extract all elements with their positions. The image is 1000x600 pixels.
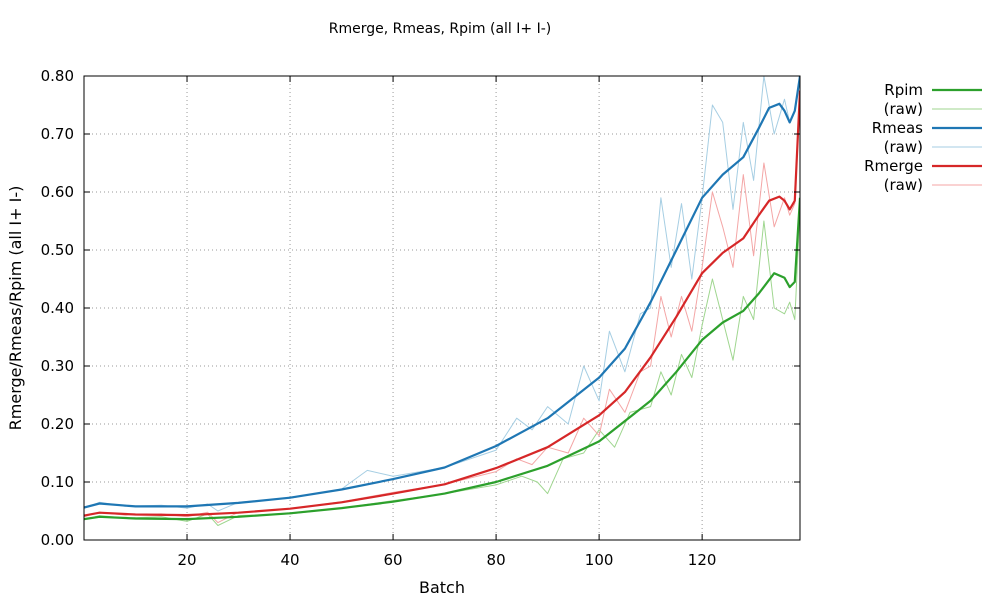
y-tick-label: 0.00 <box>41 531 74 549</box>
y-tick-label: 0.80 <box>41 67 74 85</box>
y-tick-label: 0.60 <box>41 183 74 201</box>
legend-label: (raw) <box>884 100 923 118</box>
legend-label: Rpim <box>884 81 923 99</box>
x-tick-label: 60 <box>384 551 403 569</box>
series-line-4 <box>84 90 800 517</box>
chart-title: Rmerge, Rmeas, Rpim (all I+ I-) <box>329 21 551 37</box>
x-tick-label: 40 <box>280 551 299 569</box>
series-line-0 <box>84 197 800 521</box>
series-raw-line-1 <box>84 209 800 526</box>
x-tick-label: 80 <box>487 551 506 569</box>
legend-label: (raw) <box>884 138 923 156</box>
series-raw-line-3 <box>84 76 800 512</box>
y-tick-label: 0.30 <box>41 357 74 375</box>
x-tick-label: 20 <box>177 551 196 569</box>
x-tick-label: 120 <box>688 551 717 569</box>
x-tick-label: 100 <box>585 551 614 569</box>
gridlines <box>84 76 800 540</box>
y-tick-label: 0.10 <box>41 473 74 491</box>
x-axis: 20 40 60 80 100 120 <box>177 76 716 569</box>
series-line-2 <box>84 76 800 509</box>
series-group <box>84 76 800 526</box>
y-tick-label: 0.70 <box>41 125 74 143</box>
legend: Rpim(raw)Rmeas(raw)Rmerge(raw) <box>864 81 982 194</box>
x-axis-label: Batch <box>419 578 465 597</box>
y-tick-label: 0.50 <box>41 241 74 259</box>
legend-label: Rmerge <box>864 157 923 175</box>
y-tick-label: 0.40 <box>41 299 74 317</box>
legend-label: (raw) <box>884 176 923 194</box>
y-axis: 0.00 0.10 0.20 0.30 0.40 0.50 0.60 0.70 0.80 <box>41 67 800 549</box>
legend-label: Rmeas <box>872 119 923 137</box>
y-axis-label: Rmerge/Rmeas/Rpim (all I+ I-) <box>6 186 25 431</box>
y-tick-label: 0.20 <box>41 415 74 433</box>
